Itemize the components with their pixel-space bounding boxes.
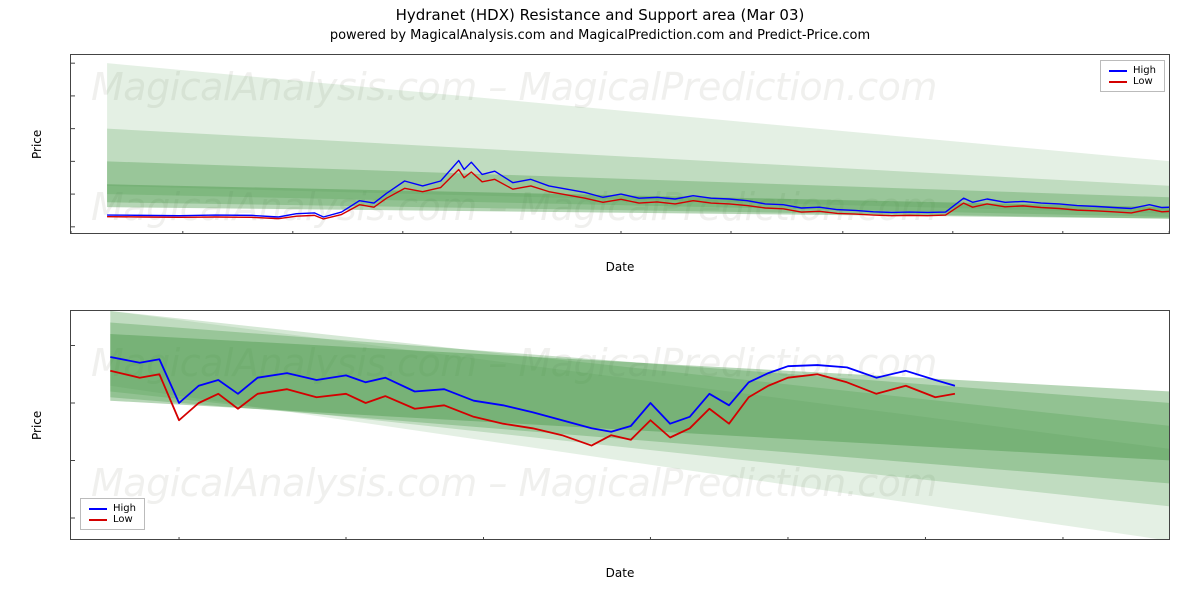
legend-label: Low bbox=[113, 514, 133, 525]
y-tick: 0.08 bbox=[70, 90, 71, 101]
legend-swatch bbox=[89, 508, 107, 510]
legend-label: Low bbox=[1133, 76, 1153, 87]
legend-label: High bbox=[113, 503, 136, 514]
x-tick: 2025-03-01 bbox=[896, 539, 954, 540]
y-tick: 0.10 bbox=[70, 58, 71, 69]
x-tick: 2024-11 bbox=[932, 233, 974, 234]
y-tick: 0.04 bbox=[70, 156, 71, 167]
chart-bottom-legend: HighLow bbox=[80, 498, 145, 530]
legend-swatch bbox=[1109, 81, 1127, 83]
chart-bottom-svg bbox=[71, 311, 1169, 539]
x-tick: 2024-12-15 bbox=[150, 539, 208, 540]
y-tick: 0.06 bbox=[70, 123, 71, 134]
x-tick: 2025-02-15 bbox=[759, 539, 817, 540]
legend-item: High bbox=[89, 503, 136, 514]
legend-item: High bbox=[1109, 65, 1156, 76]
y-tick: 0.02 bbox=[70, 189, 71, 200]
legend-swatch bbox=[89, 519, 107, 521]
y-tick: 0.005 bbox=[70, 455, 71, 466]
y-tick: 0.00 bbox=[70, 221, 71, 232]
chart-top-xlabel: Date bbox=[70, 260, 1170, 274]
x-tick: 2024-09 bbox=[822, 233, 864, 234]
x-tick: 2025-03-15 bbox=[1034, 539, 1092, 540]
legend-item: Low bbox=[1109, 76, 1156, 87]
x-tick: 2024-05 bbox=[600, 233, 642, 234]
chart-bottom-xlabel: Date bbox=[70, 566, 1170, 580]
x-tick: 2023-11 bbox=[272, 233, 314, 234]
chart-bottom: MagicalAnalysis.com – MagicalPrediction.… bbox=[70, 310, 1170, 540]
y-tick: 0.000 bbox=[70, 513, 71, 524]
legend-item: Low bbox=[89, 514, 136, 525]
chart-top-ylabel: Price bbox=[30, 130, 44, 159]
x-tick: 2024-03 bbox=[490, 233, 532, 234]
x-tick: 2023-09 bbox=[162, 233, 204, 234]
chart-top-svg bbox=[71, 55, 1169, 233]
x-tick: 2024-07 bbox=[710, 233, 752, 234]
x-tick: 2023-07 bbox=[70, 233, 92, 234]
legend-label: High bbox=[1133, 65, 1156, 76]
page-subtitle: powered by MagicalAnalysis.com and Magic… bbox=[0, 28, 1200, 43]
x-tick: 2025-01-01 bbox=[317, 539, 375, 540]
y-tick: 0.010 bbox=[70, 398, 71, 409]
y-tick: 0.015 bbox=[70, 340, 71, 351]
x-tick: 2025-01-15 bbox=[454, 539, 512, 540]
x-tick: 2025-03 bbox=[1148, 233, 1170, 234]
page-title: Hydranet (HDX) Resistance and Support ar… bbox=[0, 6, 1200, 24]
legend-swatch bbox=[1109, 70, 1127, 72]
chart-bottom-ylabel: Price bbox=[30, 411, 44, 440]
chart-top: MagicalAnalysis.com – MagicalPrediction.… bbox=[70, 54, 1170, 234]
x-tick: 2024-01 bbox=[382, 233, 424, 234]
x-tick: 2025-02-01 bbox=[621, 539, 679, 540]
chart-top-legend: HighLow bbox=[1100, 60, 1165, 92]
x-tick: 2025-01 bbox=[1042, 233, 1084, 234]
